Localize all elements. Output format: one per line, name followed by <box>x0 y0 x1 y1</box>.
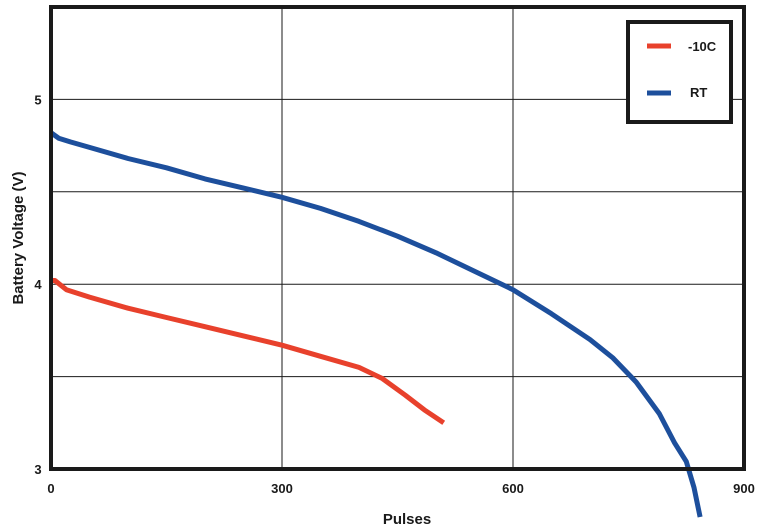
series-lines <box>49 130 703 518</box>
legend-label-rt: RT <box>690 85 707 100</box>
tick-labels: 0 300 600 900 3 4 5 <box>34 92 754 496</box>
x-tick-label-300: 300 <box>271 481 293 496</box>
legend-box <box>626 20 733 124</box>
y-axis-label: Battery Voltage (V) <box>10 171 27 304</box>
x-axis-label: Pulses <box>383 511 431 528</box>
legend: -10C RT <box>626 20 733 124</box>
plot-frame <box>49 5 746 471</box>
y-tick-label-3: 3 <box>34 462 41 477</box>
y-tick-label-4: 4 <box>34 277 42 292</box>
x-tick-label-900: 900 <box>733 481 755 496</box>
x-tick-label-0: 0 <box>47 481 54 496</box>
y-tick-label-5: 5 <box>34 92 41 107</box>
legend-label-minus-10c: -10C <box>688 39 717 54</box>
series-line-10c <box>51 278 446 425</box>
series-line-rt <box>49 130 703 518</box>
x-tick-label-600: 600 <box>502 481 524 496</box>
